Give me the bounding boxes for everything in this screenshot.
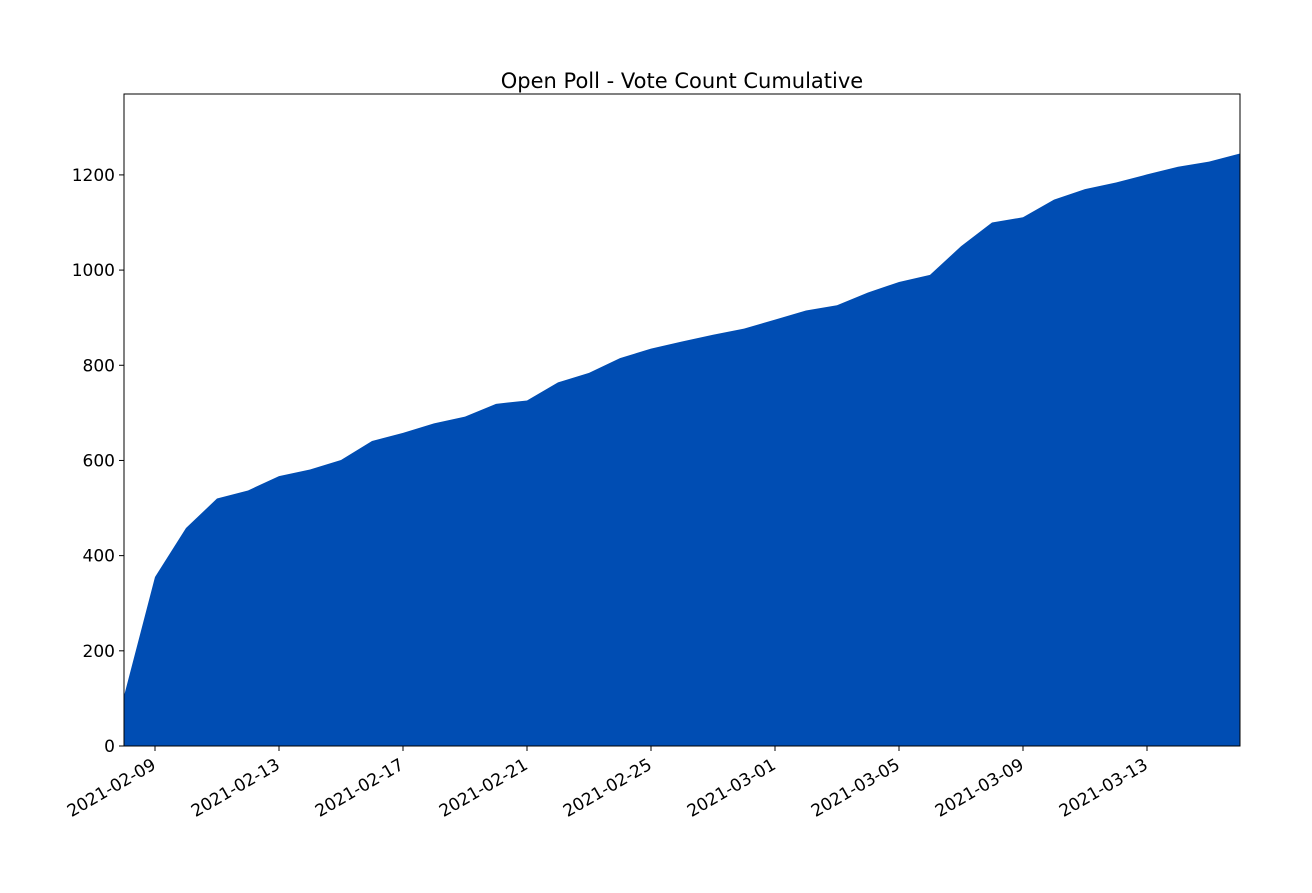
y-tick-label: 800 xyxy=(83,356,115,376)
plot-frame xyxy=(123,93,1241,747)
x-tick-label: 2021-02-13 xyxy=(188,755,284,822)
y-tick-label: 1000 xyxy=(72,261,115,281)
x-tick-label: 2021-02-21 xyxy=(436,755,532,822)
area-series xyxy=(124,153,1240,747)
y-tick-label: 0 xyxy=(104,737,115,757)
x-tick-label: 2021-02-17 xyxy=(312,755,408,822)
chart-title: Open Poll - Vote Count Cumulative xyxy=(501,69,863,93)
y-axis: 0 200 400 600 800 1000 1200 xyxy=(72,166,124,757)
x-axis: 2021-02-09 2021-02-13 2021-02-17 2021-02-21… xyxy=(64,746,1152,822)
y-tick-label: 200 xyxy=(83,642,115,662)
x-tick-label: 2021-03-09 xyxy=(932,755,1028,822)
x-tick-label: 2021-02-09 xyxy=(64,755,160,822)
x-tick-label: 2021-03-05 xyxy=(808,755,904,822)
x-tick-label: 2021-03-13 xyxy=(1056,755,1152,822)
y-tick-label: 400 xyxy=(83,547,115,567)
y-tick-label: 600 xyxy=(83,451,115,471)
x-tick-label: 2021-03-01 xyxy=(684,755,780,822)
x-tick-label: 2021-02-25 xyxy=(560,755,656,822)
y-tick-label: 1200 xyxy=(72,166,115,186)
